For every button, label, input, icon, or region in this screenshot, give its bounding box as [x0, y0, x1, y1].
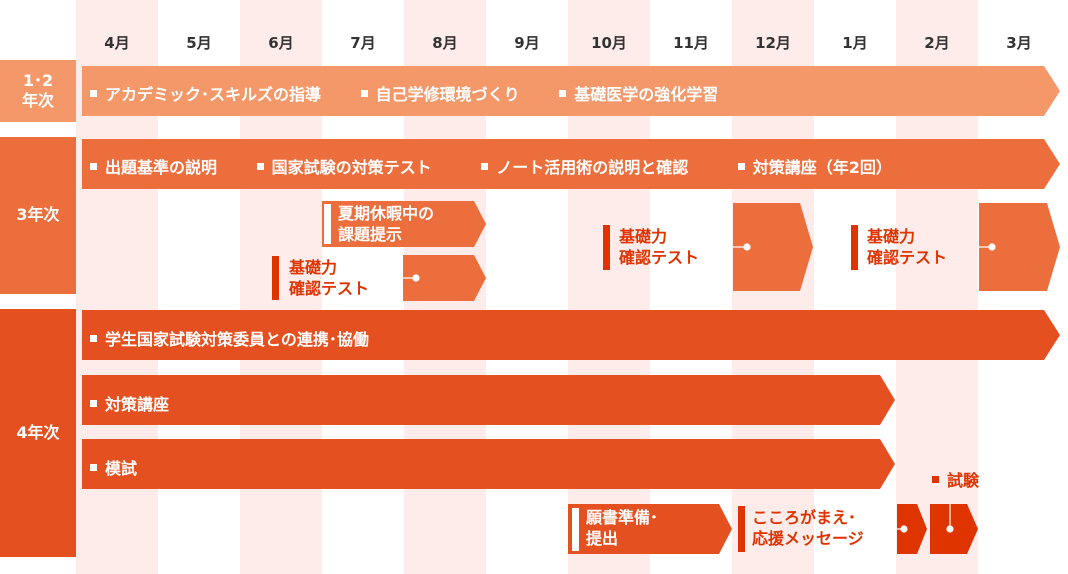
year-label-1-2: 1･2 年次: [0, 60, 76, 122]
marker: [272, 256, 279, 300]
test-label-mar: 基礎力 確認テスト: [867, 227, 948, 267]
month-label: 8月: [432, 34, 458, 52]
bar-summer-task: [322, 201, 486, 247]
marker: [851, 225, 858, 270]
box-exam-2: [930, 504, 978, 554]
test-label-dec: 基礎力 確認テスト: [619, 227, 700, 267]
bar-application: [568, 504, 732, 554]
year-label-4: 4年次: [0, 309, 76, 557]
month-label: 11月: [673, 34, 709, 52]
item-lectures: 対策講座（年2回）: [752, 158, 892, 177]
box-test-mar: [979, 203, 1060, 291]
month-label: 4月: [104, 34, 130, 52]
summer-task-label: 夏期休暇中の 課題提示: [338, 204, 435, 244]
box-exam-1: [897, 504, 927, 554]
month-label: 2月: [924, 34, 950, 52]
year-label-3: 3年次: [0, 137, 76, 294]
marker: [572, 508, 579, 551]
item-mock-test: 国家試験の対策テスト: [271, 158, 432, 177]
test-label-aug: 基礎力 確認テスト: [289, 258, 370, 298]
exam-label: 試験: [932, 470, 979, 491]
lectures-label: 対策講座: [90, 391, 169, 415]
marker: [738, 506, 745, 552]
application-label: 願書準備･ 提出: [586, 508, 659, 548]
box-test-aug: [403, 255, 486, 301]
year3-items: 出題基準の説明 国家試験の対策テスト ノート活用術の説明と確認 対策講座（年2回…: [90, 154, 926, 178]
bar-lectures: [82, 375, 895, 425]
item-notes: ノート活用術の説明と確認: [496, 158, 689, 177]
mindset-label: こころがまえ･ 応援メッセージ: [752, 508, 864, 548]
item-self-study: 自己学修環境づくり: [375, 85, 520, 104]
box-test-dec: [733, 203, 813, 291]
mock-exam-label: 模試: [90, 455, 137, 479]
month-label: 6月: [268, 34, 294, 52]
month-label: 3月: [1006, 34, 1032, 52]
marker: [324, 204, 331, 244]
month-label: 5月: [186, 34, 212, 52]
year12-items: アカデミック･スキルズの指導 自己学修環境づくり 基礎医学の強化学習: [90, 81, 752, 105]
bar-cooperation: [82, 310, 1060, 360]
month-label: 12月: [755, 34, 791, 52]
item-criteria: 出題基準の説明: [105, 158, 218, 177]
marker: [603, 225, 610, 270]
month-label: 7月: [350, 34, 376, 52]
month-label: 1月: [842, 34, 868, 52]
bar-year12: [82, 66, 1060, 116]
bar-year3: [82, 139, 1060, 189]
item-basic-medicine: 基礎医学の強化学習: [574, 85, 719, 104]
month-label: 10月: [591, 34, 627, 52]
cooperation-label: 学生国家試験対策委員との連携･協働: [90, 326, 369, 350]
bar-mock-exam: [82, 439, 895, 489]
month-label: 9月: [514, 34, 540, 52]
item-academic-skills: アカデミック･スキルズの指導: [105, 85, 322, 104]
